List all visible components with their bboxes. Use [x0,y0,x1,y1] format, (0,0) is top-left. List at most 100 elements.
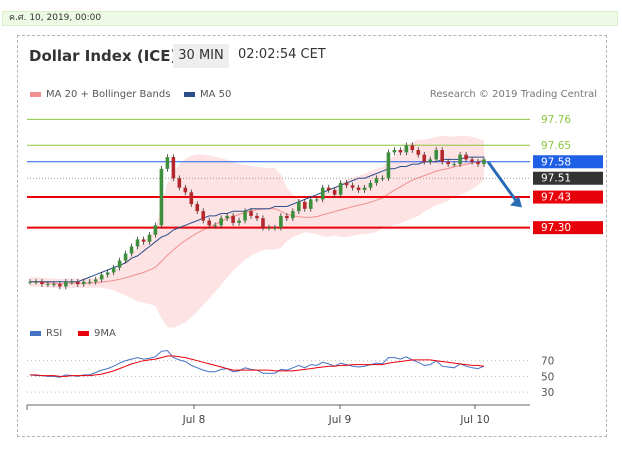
research-credit: Research © 2019 Trading Central [429,89,597,100]
level-label-97.43: 97.43 [541,192,571,204]
level-label-97.65: 97.65 [541,140,571,152]
candle-body [81,281,86,285]
ma50-swatch [184,91,195,97]
candle-body [362,187,367,190]
candle-body [261,218,265,228]
candle-body [153,225,158,235]
candle-body [93,279,98,282]
timestamp: 02:02:54 CET [238,47,326,62]
candle-body [380,178,385,180]
chart-title: Dollar Index (ICE) [29,47,178,65]
candle-body [249,211,253,216]
candle-body [117,260,122,268]
bollinger-band [30,135,484,328]
candle-body [87,281,92,283]
candle-body [219,218,223,226]
candle-body [225,215,229,219]
candle-body [165,157,170,169]
rsi-level-label-70: 70 [541,356,554,368]
date-bar: ค.ศ. 10, 2019, 00:00 [2,11,618,26]
level-box-97.43 [533,190,603,204]
candle-body [476,161,480,165]
level-label-97.51: 97.51 [541,173,571,185]
candle-body [458,154,462,165]
candle-body [308,199,313,209]
level-box-97.51 [533,171,603,185]
interval-selector[interactable]: 30 MIN [173,44,229,68]
legend-rsi: RSI [30,328,62,340]
candle-body [40,281,44,285]
candle-body [159,168,164,226]
candle-body [297,201,301,212]
candle-body [129,246,134,254]
candle-body [344,182,349,186]
candle-body [70,281,74,283]
candle-body [177,178,182,188]
ma20-swatch [30,91,41,97]
candle-body [237,220,241,223]
x-tick-label: Jul 8 [182,414,206,426]
candle-body [207,220,212,226]
x-tick-label: Jul 9 [328,414,352,426]
candle-body [46,284,50,286]
candle-body [428,159,433,162]
candle-body [368,182,373,188]
candle-body [464,154,468,160]
level-box-97.30 [533,221,603,235]
candle-body [171,157,176,179]
candle-body [392,150,397,153]
level-label-97.76: 97.76 [541,114,571,126]
candle-body [386,152,391,179]
ma50-line [30,156,484,283]
x-tick-label: Jul 10 [459,414,489,426]
candle-body [58,284,62,287]
candle-body [285,215,289,219]
legend-ma50: MA 50 [184,89,231,101]
candle-body [291,211,295,219]
rsi-level-label-50: 50 [541,371,554,383]
candle-body [482,159,486,165]
candle-body [338,182,343,195]
candle-body [34,281,38,283]
candle-body [28,281,32,283]
candle-body [470,159,474,162]
candle-body [279,215,283,228]
candle-body [189,192,194,205]
candle-body [374,178,379,183]
rsi-line [29,349,485,378]
candle-body [201,211,206,221]
candle-body [314,199,319,201]
candle-body [183,187,188,193]
candle-body [64,281,68,287]
legend-9ma: 9MA [78,328,116,340]
candle-body [398,150,403,153]
legend-ma20: MA 20 + Bollinger Bands [30,89,170,101]
candle-body [135,239,140,247]
candle-body [111,267,116,273]
candle-body [422,154,427,162]
legend-rsi-label: RSI [46,328,63,339]
candle-body [52,284,56,286]
candle-body [404,145,409,153]
legend-ma50-label: MA 50 [200,89,232,100]
forecast-arrow-shaft [486,160,520,205]
candle-body [356,187,361,190]
candle-body [195,204,200,212]
level-label-97.58: 97.58 [541,156,571,168]
candle-body [452,164,456,166]
candle-body [350,185,355,188]
candle-body [243,211,247,221]
candle-body [267,227,271,229]
candle-body [231,215,235,223]
candle-body [434,150,439,160]
rsi-level-label-30: 30 [541,387,554,399]
ma9-swatch [78,330,89,336]
candle-body [255,215,259,219]
candle-body [326,187,331,190]
rsi-swatch [30,330,41,336]
candle-body [302,201,307,209]
candle-body [99,274,104,280]
candle-body [416,150,421,155]
candle-body [440,150,444,162]
